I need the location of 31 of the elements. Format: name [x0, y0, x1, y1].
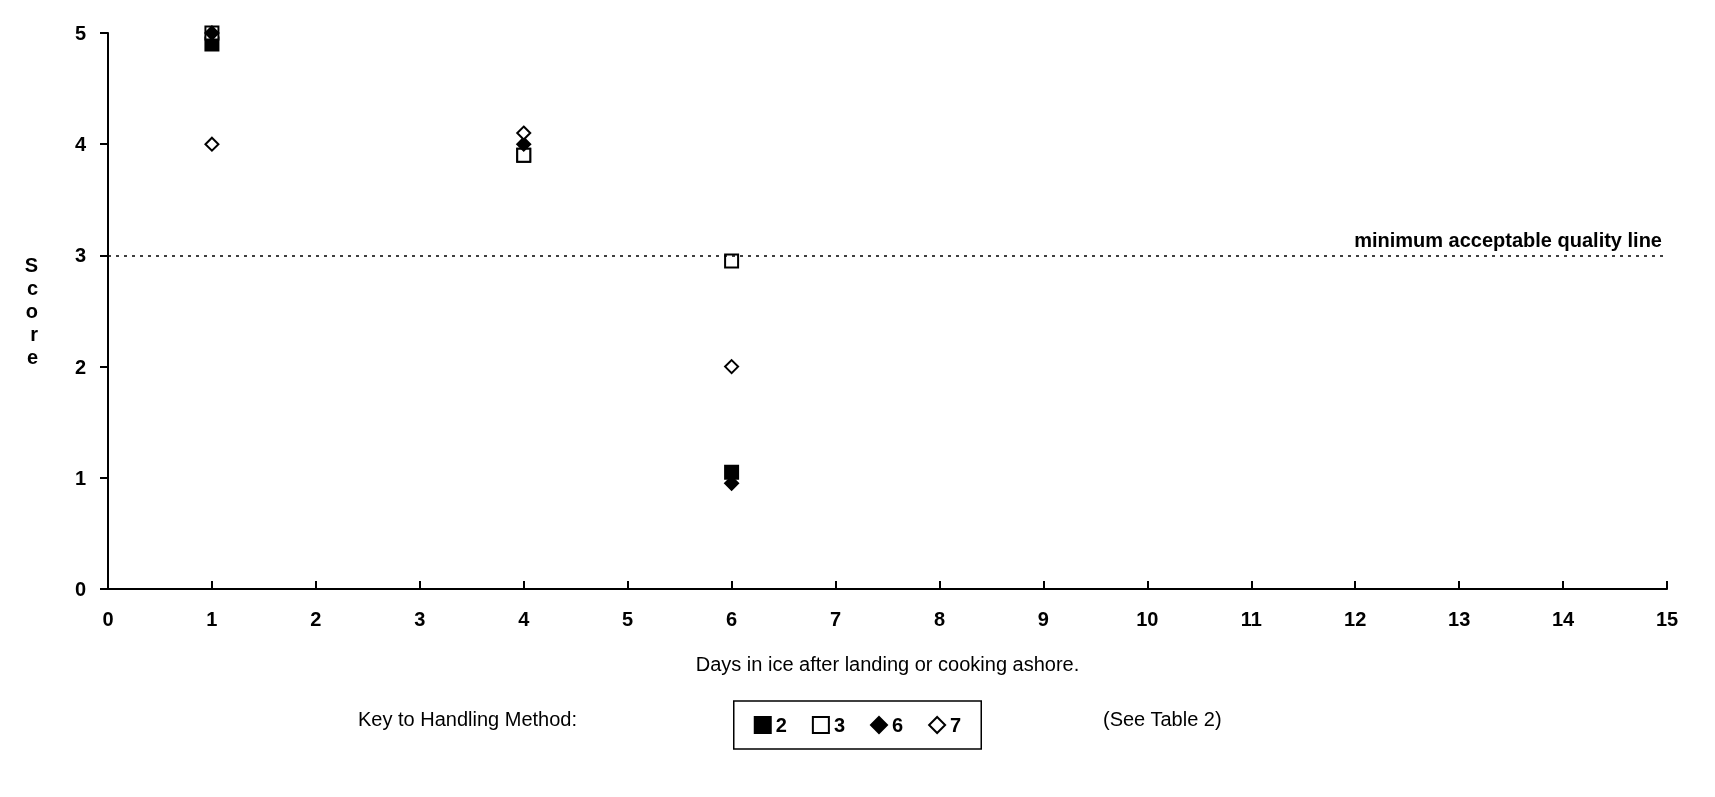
y-tick-label: 1 — [74, 466, 86, 489]
x-tick-label: 3 — [414, 608, 426, 630]
x-tick-label: 1 — [206, 608, 218, 630]
y-tick-label: 5 — [74, 22, 86, 44]
x-tick-label: 13 — [1448, 608, 1471, 630]
legend-label: 2 — [775, 714, 787, 736]
x-tick-label: 12 — [1344, 608, 1367, 630]
y-tick-label: 2 — [74, 355, 86, 378]
x-tick-label: 4 — [518, 608, 531, 630]
x-tick-label: 0 — [102, 608, 114, 630]
y-tick-label: 0 — [74, 578, 86, 600]
x-tick-label: 8 — [933, 608, 946, 630]
x-tick-label: 14 — [1551, 608, 1576, 630]
x-tick-label: 11 — [1240, 608, 1262, 630]
legend-label: 3 — [833, 714, 845, 736]
x-tick-label: 7 — [829, 608, 842, 630]
x-axis-title: Days in ice after landing or cooking ashore. — [695, 653, 1080, 675]
y-tick-label: 4 — [74, 133, 87, 156]
x-tick-label: 10 — [1136, 608, 1159, 630]
x-tick-label: 5 — [622, 608, 634, 630]
y-tick-label: 3 — [74, 244, 86, 267]
ref-line-label: minimum acceptable quality line — [1354, 229, 1662, 252]
legend-title: Key to Handling Method: — [358, 708, 578, 730]
y-axis-title: Score — [24, 254, 39, 368]
legend-label: 6 — [892, 714, 904, 736]
text: (See Table 2) — [1103, 708, 1222, 730]
legend-label: 7 — [950, 714, 962, 736]
x-tick-label: 15 — [1655, 608, 1679, 630]
x-tick-label: 9 — [1037, 608, 1049, 630]
x-tick-label: 6 — [726, 608, 738, 630]
x-tick-label: 2 — [310, 608, 322, 630]
